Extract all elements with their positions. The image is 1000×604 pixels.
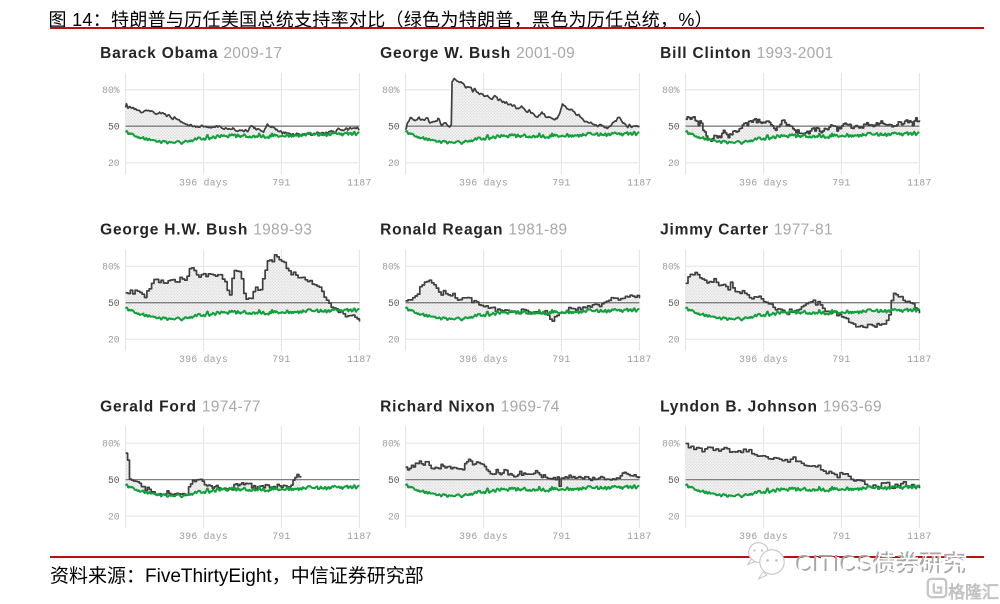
svg-text:1187: 1187 — [347, 354, 371, 365]
svg-text:1187: 1187 — [627, 178, 651, 189]
svg-text:50: 50 — [388, 475, 400, 486]
svg-text:20: 20 — [388, 335, 400, 346]
svg-text:80%: 80% — [382, 262, 400, 273]
svg-text:791: 791 — [552, 531, 570, 542]
svg-text:50: 50 — [668, 298, 680, 309]
svg-text:Richard Nixon 1969-74: Richard Nixon 1969-74 — [380, 399, 560, 416]
svg-text:80%: 80% — [382, 439, 400, 450]
svg-text:1187: 1187 — [627, 354, 651, 365]
svg-text:20: 20 — [668, 512, 680, 523]
svg-text:80%: 80% — [662, 439, 680, 450]
svg-text:50: 50 — [108, 475, 120, 486]
svg-text:50: 50 — [108, 122, 120, 133]
svg-text:George H.W. Bush 1989-93: George H.W. Bush 1989-93 — [100, 222, 312, 239]
svg-text:20: 20 — [388, 512, 400, 523]
svg-text:20: 20 — [108, 512, 120, 523]
svg-text:50: 50 — [388, 122, 400, 133]
svg-text:791: 791 — [832, 178, 850, 189]
svg-text:80%: 80% — [102, 439, 120, 450]
svg-text:50: 50 — [668, 122, 680, 133]
svg-text:396 days: 396 days — [459, 354, 508, 365]
svg-text:396 days: 396 days — [179, 354, 228, 365]
svg-text:50: 50 — [668, 475, 680, 486]
svg-text:1187: 1187 — [347, 531, 371, 542]
svg-text:Barack Obama 2009-17: Barack Obama 2009-17 — [100, 45, 282, 62]
svg-text:791: 791 — [552, 178, 570, 189]
svg-text:80%: 80% — [102, 262, 120, 273]
svg-text:1187: 1187 — [907, 178, 931, 189]
svg-text:396 days: 396 days — [739, 354, 788, 365]
svg-text:Jimmy Carter 1977-81: Jimmy Carter 1977-81 — [660, 222, 833, 239]
svg-text:791: 791 — [832, 354, 850, 365]
svg-text:791: 791 — [272, 354, 290, 365]
svg-text:1187: 1187 — [347, 178, 371, 189]
svg-text:20: 20 — [668, 335, 680, 346]
svg-text:791: 791 — [272, 531, 290, 542]
svg-text:80%: 80% — [382, 85, 400, 96]
svg-text:20: 20 — [108, 158, 120, 169]
svg-text:50: 50 — [388, 298, 400, 309]
svg-text:Ronald Reagan 1981-89: Ronald Reagan 1981-89 — [380, 222, 567, 239]
svg-text:396 days: 396 days — [459, 178, 508, 189]
svg-text:80%: 80% — [662, 262, 680, 273]
svg-text:20: 20 — [668, 158, 680, 169]
svg-text:396 days: 396 days — [179, 178, 228, 189]
svg-text:396 days: 396 days — [179, 531, 228, 542]
svg-text:1187: 1187 — [907, 354, 931, 365]
svg-text:791: 791 — [272, 178, 290, 189]
svg-text:Lyndon B. Johnson 1963-69: Lyndon B. Johnson 1963-69 — [660, 399, 882, 416]
svg-text:396 days: 396 days — [739, 178, 788, 189]
svg-text:791: 791 — [832, 531, 850, 542]
svg-text:20: 20 — [108, 335, 120, 346]
svg-text:80%: 80% — [102, 85, 120, 96]
svg-text:80%: 80% — [662, 85, 680, 96]
svg-text:20: 20 — [388, 158, 400, 169]
svg-text:396 days: 396 days — [459, 531, 508, 542]
svg-text:50: 50 — [108, 298, 120, 309]
svg-text:396 days: 396 days — [739, 531, 788, 542]
svg-text:1187: 1187 — [627, 531, 651, 542]
svg-text:Gerald Ford 1974-77: Gerald Ford 1974-77 — [100, 399, 261, 416]
svg-text:Bill Clinton 1993-2001: Bill Clinton 1993-2001 — [660, 45, 833, 62]
svg-text:1187: 1187 — [907, 531, 931, 542]
svg-text:791: 791 — [552, 354, 570, 365]
svg-text:George W. Bush 2001-09: George W. Bush 2001-09 — [380, 45, 575, 62]
